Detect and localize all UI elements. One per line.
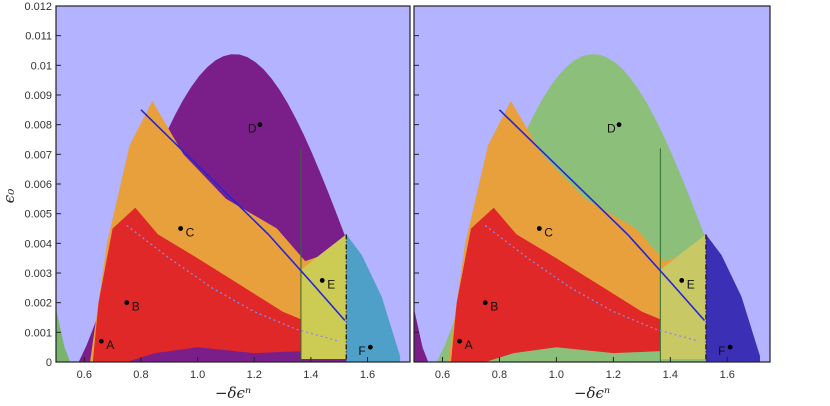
y-tick-label: 0.009 bbox=[24, 90, 52, 102]
point-label-f: F bbox=[718, 344, 725, 358]
point-d bbox=[257, 122, 263, 128]
lower-region bbox=[451, 207, 699, 362]
x-tick-label: 1.4 bbox=[663, 369, 678, 381]
edge-region bbox=[705, 234, 760, 362]
point-c bbox=[536, 226, 542, 231]
edge-region bbox=[346, 234, 401, 362]
point-label-f: F bbox=[358, 344, 365, 358]
x-axis-title-left: −δϵⁿ bbox=[215, 384, 251, 402]
y-tick-label: 0.008 bbox=[24, 120, 52, 132]
blue-curve bbox=[498, 109, 706, 322]
left-edge-region bbox=[414, 308, 429, 362]
x-tick-label: 1.0 bbox=[190, 369, 205, 381]
y-axis-title: ϵ₀ bbox=[0, 189, 18, 203]
point-a bbox=[457, 338, 462, 344]
panel-right: A B C D E F 0.6 0.8 1.0 1.2 1.4 1.6 bbox=[413, 5, 771, 381]
dotted-curve bbox=[484, 224, 699, 342]
point-b bbox=[124, 300, 130, 306]
point-e bbox=[679, 278, 685, 283]
x-tick-label: 1.2 bbox=[606, 369, 621, 381]
x-tick-label: 0.8 bbox=[133, 369, 148, 381]
point-label-e: E bbox=[687, 277, 695, 291]
y-tick-label: 0.011 bbox=[25, 31, 52, 43]
point-f bbox=[367, 344, 373, 350]
y-tick-label: 0.002 bbox=[24, 298, 52, 310]
x-tick-label: 1.6 bbox=[720, 369, 735, 381]
y-tick-label: 0 bbox=[46, 357, 52, 369]
plot-area: A B C D E F bbox=[56, 6, 410, 362]
y-tick-label: 0.006 bbox=[24, 179, 52, 191]
y-axis: 0 0.001 0.002 0.003 0.004 0.005 0.006 0.007 0.00… bbox=[24, 1, 419, 369]
y-tick-label: 0.012 bbox=[24, 1, 52, 13]
x-tick-label: 1.4 bbox=[303, 369, 318, 381]
point-b bbox=[482, 300, 488, 306]
x-tick-label: 1.6 bbox=[360, 369, 375, 381]
x-tick-label: 0.6 bbox=[77, 369, 92, 381]
point-label-c: C bbox=[544, 226, 553, 240]
y-tick-label: 0.003 bbox=[24, 268, 52, 280]
point-d bbox=[616, 122, 622, 128]
point-f bbox=[727, 344, 733, 350]
x-tick-label: 0.8 bbox=[492, 369, 507, 381]
point-label-b: B bbox=[490, 300, 498, 314]
point-label-d: D bbox=[248, 122, 257, 136]
y-tick-label: 0.004 bbox=[24, 238, 52, 250]
panel-left: A B C D E F 0.6 0.8 1.0 1.2 1.4 1.6 bbox=[55, 5, 411, 381]
y-tick-label: 0.005 bbox=[24, 209, 52, 221]
x-tick-label: 1.2 bbox=[247, 369, 262, 381]
lower-region bbox=[92, 207, 340, 362]
point-label-e: E bbox=[327, 277, 335, 291]
point-a bbox=[98, 338, 104, 344]
blue-curve bbox=[140, 109, 346, 322]
point-label-d: D bbox=[607, 122, 616, 136]
x-axis-title-right: −δϵⁿ bbox=[574, 384, 610, 402]
point-label-c: C bbox=[186, 226, 195, 240]
y-tick-label: 0.007 bbox=[24, 149, 52, 161]
x-tick-label: 0.6 bbox=[435, 369, 450, 381]
point-e bbox=[319, 278, 325, 283]
point-label-a: A bbox=[465, 338, 473, 352]
left-edge-region bbox=[56, 308, 71, 362]
plot-area: A B C D E F bbox=[414, 6, 770, 362]
point-c bbox=[178, 226, 184, 231]
y-tick-label: 0.001 bbox=[24, 327, 52, 339]
point-label-a: A bbox=[106, 338, 114, 352]
x-tick-label: 1.0 bbox=[549, 369, 564, 381]
y-tick-label: 0.01 bbox=[31, 60, 52, 72]
point-label-b: B bbox=[132, 300, 140, 314]
